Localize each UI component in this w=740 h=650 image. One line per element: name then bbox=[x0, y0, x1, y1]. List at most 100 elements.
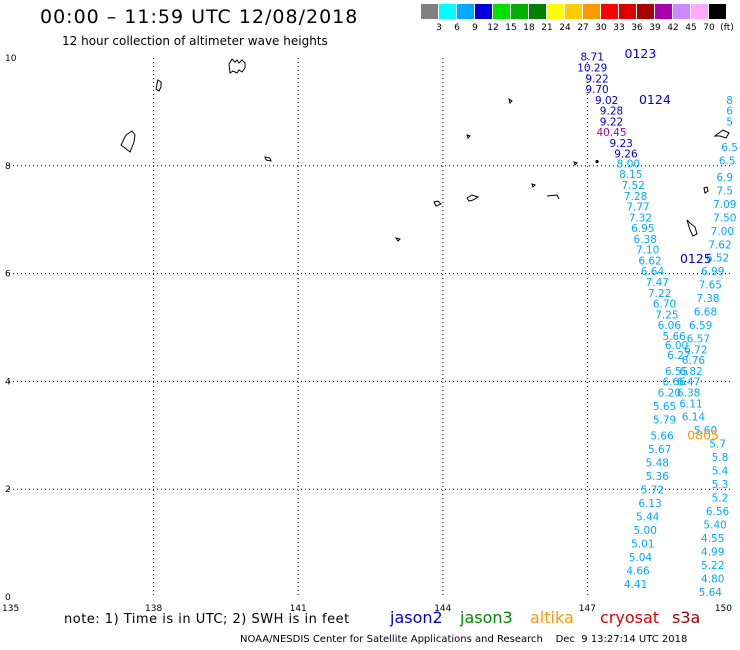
swh-value-label: 6.11 bbox=[679, 398, 702, 410]
swh-value-label: 6.00 bbox=[665, 340, 688, 352]
island-shape bbox=[228, 58, 246, 74]
swh-value-label: 7.22 bbox=[648, 288, 671, 300]
swh-value-label: 7.09 bbox=[713, 199, 736, 211]
color-swatch bbox=[547, 4, 564, 19]
color-scale-label: 42 bbox=[667, 23, 679, 33]
island-shape bbox=[713, 129, 730, 139]
swh-value-label: 6.27 bbox=[667, 350, 690, 362]
color-swatch bbox=[691, 4, 708, 19]
swh-value-label: 6.06 bbox=[658, 320, 682, 332]
color-swatch bbox=[619, 4, 636, 19]
swh-value-label: 6.66 bbox=[662, 377, 686, 389]
color-scale-label: 45 bbox=[685, 23, 697, 33]
data-labels: 8.7110.299.229.709.029.289.2240.459.239.… bbox=[577, 52, 738, 599]
swh-value-label: 5.40 bbox=[703, 520, 726, 532]
swh-value-label: 5.64 bbox=[699, 587, 723, 599]
swh-value-label: 6.20 bbox=[658, 387, 681, 399]
swh-value-label: 6.38 bbox=[634, 234, 657, 246]
swh-value-label: 7.28 bbox=[624, 191, 647, 203]
swh-value-label: 6.70 bbox=[653, 299, 676, 311]
units-note: note: 1) Time is in UTC; 2) SWH is in fe… bbox=[64, 612, 350, 627]
swh-value-label: 7.65 bbox=[699, 280, 722, 292]
color-swatch bbox=[475, 4, 492, 19]
swh-value-label: 10.29 bbox=[577, 62, 607, 74]
island-shape bbox=[546, 194, 560, 200]
color-scale-label: 24 bbox=[559, 23, 571, 33]
swh-value-label: 5.72 bbox=[641, 485, 664, 497]
swh-value-label: 7.50 bbox=[713, 212, 736, 224]
swh-value-label: 9.26 bbox=[614, 149, 638, 161]
swh-value-label: 5.3 bbox=[712, 479, 729, 491]
swh-value-label: 6.57 bbox=[687, 334, 710, 346]
swh-value-label: 7.62 bbox=[708, 239, 731, 251]
color-scale-label: 39 bbox=[649, 23, 661, 33]
swh-value-label: 9.28 bbox=[600, 106, 623, 118]
swh-value-label: 7.77 bbox=[626, 202, 649, 214]
pass-time-label: 0805 bbox=[687, 428, 719, 443]
swh-value-label: 6.14 bbox=[682, 412, 706, 424]
swh-value-label: 7.25 bbox=[655, 309, 678, 321]
chart-title: 00:00 – 11:59 UTC 12/08/2018 bbox=[40, 6, 359, 28]
swh-value-label: 7.32 bbox=[629, 212, 652, 224]
island-shape bbox=[120, 130, 136, 153]
color-scale-label: 12 bbox=[487, 23, 499, 33]
swh-value-label: 7.52 bbox=[621, 180, 644, 192]
swh-value-label: 5.00 bbox=[634, 525, 657, 537]
swh-value-label: 6.56 bbox=[706, 506, 730, 518]
island-shape bbox=[508, 97, 513, 104]
color-swatch bbox=[601, 4, 618, 19]
swh-value-label: 7.10 bbox=[636, 245, 659, 257]
swh-value-label: 8.00 bbox=[617, 158, 640, 170]
y-tick-label: 6 bbox=[5, 270, 11, 280]
y-tick-label: 2 bbox=[5, 485, 11, 495]
swh-value-label: 6.55 bbox=[665, 366, 688, 378]
swh-value-label: 5.36 bbox=[646, 471, 670, 483]
color-swatch bbox=[439, 4, 456, 19]
swh-value-label: 4.55 bbox=[701, 533, 724, 545]
pass-time-label: 0124 bbox=[639, 92, 671, 107]
swh-value-label: 5.7 bbox=[709, 439, 726, 451]
color-scale-label: 36 bbox=[631, 23, 643, 33]
swh-value-label: 5 bbox=[726, 116, 733, 128]
color-swatch bbox=[583, 4, 600, 19]
color-scale-label: 21 bbox=[541, 23, 553, 33]
x-tick-label: 135 bbox=[2, 604, 19, 614]
swh-value-label: 7.38 bbox=[696, 293, 719, 305]
satellite-legend-item: s3a bbox=[672, 608, 701, 627]
x-tick-label: 141 bbox=[290, 604, 307, 614]
color-swatch bbox=[493, 4, 510, 19]
swh-value-label: 5.66 bbox=[650, 431, 674, 443]
color-scale-label: 15 bbox=[505, 23, 517, 33]
swh-value-label: 6 bbox=[726, 106, 733, 118]
swh-value-label: 5.67 bbox=[648, 444, 671, 456]
swh-value-label: 5.01 bbox=[631, 538, 654, 550]
swh-value-label: 9.02 bbox=[595, 95, 618, 107]
grid-lines bbox=[9, 58, 732, 597]
color-swatch bbox=[655, 4, 672, 19]
color-scale-label: 3 bbox=[436, 23, 442, 33]
satellite-legend-item: jason2 bbox=[390, 608, 443, 627]
swh-value-label: 9.22 bbox=[600, 116, 623, 128]
swh-value-label: 6.82 bbox=[679, 366, 702, 378]
swh-value-label: 7.00 bbox=[711, 226, 734, 238]
color-scale-label: 33 bbox=[613, 23, 625, 33]
swh-value-label: 6.99 bbox=[701, 266, 724, 278]
swh-value-label: 8.71 bbox=[581, 52, 604, 64]
swh-value-label: 8 bbox=[726, 95, 733, 107]
island-shape bbox=[531, 183, 536, 188]
island-shape bbox=[466, 134, 471, 139]
color-swatch bbox=[457, 4, 474, 19]
swh-value-label: 5.44 bbox=[636, 511, 660, 523]
color-scale-label: 6 bbox=[454, 23, 460, 33]
satellite-legend-item: jason3 bbox=[460, 608, 513, 627]
x-tick-label: 144 bbox=[434, 604, 451, 614]
swh-value-label: 5.22 bbox=[701, 560, 724, 572]
swh-value-label: 6.38 bbox=[677, 387, 700, 399]
swh-value-label: 6.64 bbox=[641, 266, 665, 278]
island-shape bbox=[703, 186, 709, 194]
swh-value-label: 9.22 bbox=[585, 73, 608, 85]
island-shape bbox=[394, 237, 401, 242]
pass-time-label: 0123 bbox=[625, 46, 657, 61]
